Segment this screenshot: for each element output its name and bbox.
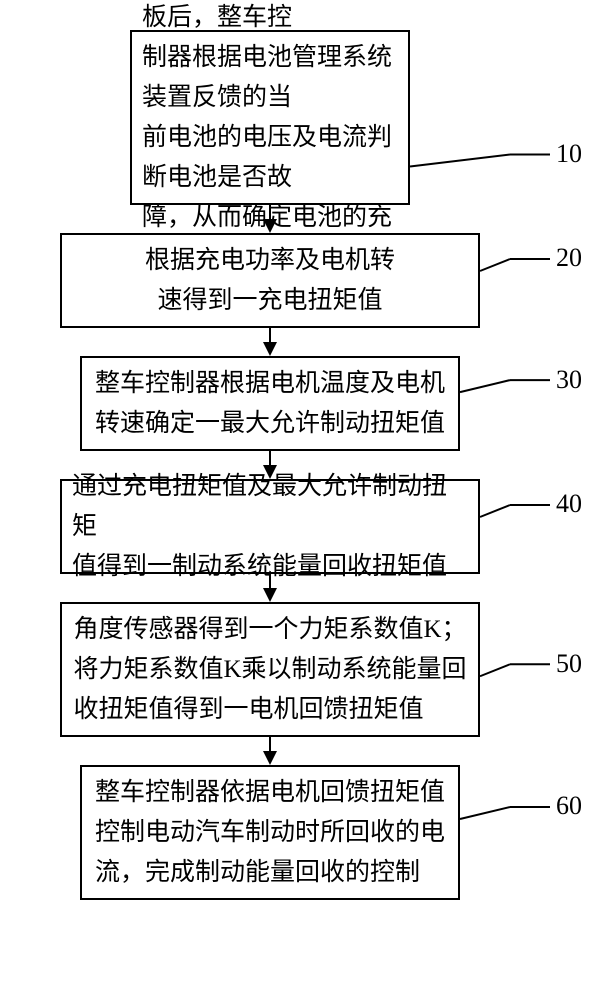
- flowchart-canvas: 踩踏电动汽车的制动踏板后，整车控 制器根据电池管理系统装置反馈的当 前电池的电压…: [0, 0, 614, 1000]
- step-60-label: 60: [556, 791, 582, 821]
- step-60-leader: [0, 0, 614, 1000]
